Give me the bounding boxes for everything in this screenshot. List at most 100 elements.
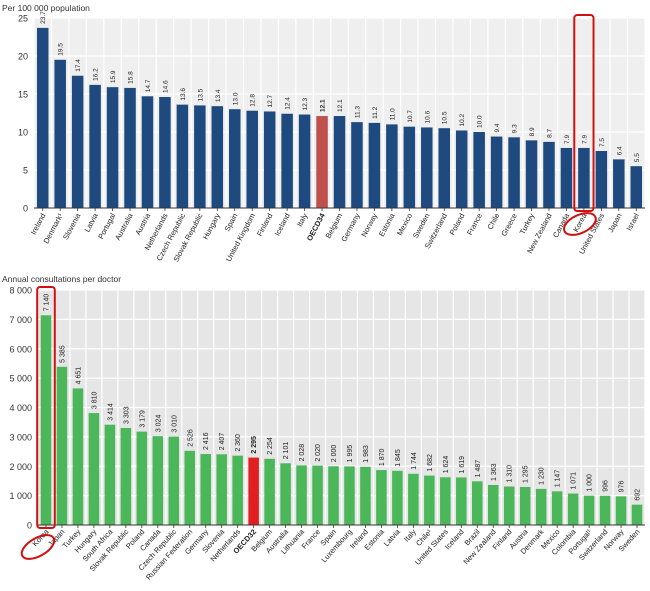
bottom-y-tick-label: 8 000 — [9, 286, 32, 296]
top-y-axis-label: Per 100 000 population — [2, 3, 90, 13]
bottom-bar — [376, 470, 387, 525]
top-bar — [438, 128, 451, 208]
top-bar — [630, 166, 643, 208]
top-bar — [578, 147, 590, 208]
bottom-bar — [72, 388, 84, 525]
bottom-value-label: 2 360 — [235, 434, 242, 452]
top-bar — [351, 122, 363, 208]
top-bar — [298, 114, 311, 208]
bottom-bar — [535, 488, 547, 525]
top-value-label: 14.7 — [145, 79, 152, 92]
top-category-label: Slovenia — [61, 211, 83, 241]
top-value-label: 8.7 — [546, 128, 553, 137]
top-category-label: Chile — [485, 212, 501, 231]
top-value-label: 12.7 — [267, 94, 274, 107]
top-bar — [124, 87, 136, 208]
bottom-value-label: 2 407 — [219, 433, 226, 451]
bottom-bar — [424, 475, 435, 525]
top-value-label: 5.5 — [634, 153, 641, 162]
bottom-value-label: 4 651 — [75, 367, 82, 385]
bottom-value-label: 2 526 — [187, 429, 194, 447]
top-value-label: 12.1 — [337, 99, 344, 112]
top-bar — [316, 116, 328, 208]
bottom-bar — [280, 463, 291, 525]
top-y-tick-label: 5 — [23, 166, 28, 176]
top-value-label: 12.1 — [320, 99, 327, 112]
top-value-label: 14.6 — [162, 80, 169, 93]
top-value-label: 12.4 — [285, 97, 292, 110]
bottom-bar — [360, 466, 371, 525]
top-bar — [490, 136, 503, 208]
bottom-y-tick-label: 0 — [27, 521, 32, 531]
bottom-bar — [56, 366, 68, 525]
bottom-bar — [104, 424, 116, 525]
bottom-value-label: 1 619 — [459, 456, 466, 474]
bottom-bar — [168, 436, 180, 525]
bottom-bar — [615, 496, 627, 525]
top-value-label: 7.9 — [564, 135, 571, 144]
top-value-label: 6.4 — [616, 146, 623, 155]
top-bar — [194, 105, 206, 208]
top-value-label: 9.3 — [512, 124, 519, 133]
bottom-value-label: 7 140 — [43, 294, 50, 312]
top-bar — [386, 124, 398, 208]
top-bar — [473, 132, 485, 208]
bottom-value-label: 2 028 — [299, 444, 306, 462]
top-y-tick-label: 10 — [18, 128, 28, 138]
bottom-bar — [599, 495, 611, 525]
top-value-label: 10.0 — [477, 115, 484, 128]
bottom-bar — [40, 315, 52, 525]
top-highlight-box — [573, 14, 595, 212]
top-category-label: Ireland — [29, 212, 48, 236]
top-bar — [281, 113, 293, 208]
bottom-value-label: 1 310 — [507, 465, 514, 483]
bottom-value-label: 3 024 — [155, 415, 162, 433]
top-category-label: Estonia — [377, 211, 397, 238]
top-bar — [246, 110, 258, 208]
top-bar — [211, 106, 224, 208]
bottom-value-label: 1 870 — [379, 448, 386, 466]
top-bar — [54, 59, 66, 208]
bottom-bar — [216, 454, 227, 525]
top-value-label: 15.8 — [128, 71, 135, 84]
bottom-bar — [567, 493, 579, 525]
top-value-label: 13.0 — [232, 92, 239, 105]
bottom-bar — [408, 473, 419, 525]
bottom-bar — [264, 458, 275, 525]
bottom-bar — [503, 486, 515, 525]
top-value-label: 13.5 — [197, 88, 204, 101]
bottom-bar — [152, 436, 164, 525]
bottom-label-circle — [20, 534, 56, 560]
bottom-y-tick-label: 4 000 — [9, 403, 32, 413]
top-category-label: Iceland — [273, 212, 292, 238]
top-bar — [141, 96, 154, 208]
top-y-tick-label: 0 — [23, 204, 28, 214]
top-bar — [525, 140, 538, 208]
bottom-bar — [344, 466, 355, 525]
bottom-y-axis-label: Annual consultations per doctor — [2, 274, 121, 284]
bottom-value-label: 3 810 — [91, 391, 98, 409]
bottom-y-tick-label: 2 000 — [9, 462, 32, 472]
top-bar — [89, 84, 101, 208]
top-bar — [159, 97, 171, 208]
bottom-value-label: 996 — [603, 480, 610, 492]
bottom-value-label: 2 416 — [203, 432, 210, 450]
top-bar — [228, 109, 241, 208]
top-value-label: 7.5 — [599, 138, 606, 147]
bottom-bar — [184, 450, 196, 525]
bottom-value-label: 1 682 — [427, 454, 434, 472]
bottom-bar — [519, 486, 531, 525]
top-y-tick-label: 20 — [18, 52, 28, 62]
bottom-bar — [551, 491, 563, 525]
bottom-bar — [456, 477, 467, 525]
bottom-value-label: 1 845 — [395, 449, 402, 467]
top-value-label: 9.4 — [494, 123, 501, 132]
top-category-label: Turkey — [518, 212, 537, 236]
bottom-value-label: 1 995 — [347, 445, 354, 463]
bottom-chart: 0 1 000 2 000 3 000 4 000 5 000 6 000 7 000 8 00… — [2, 274, 646, 582]
bottom-value-label: 1 230 — [539, 467, 546, 485]
bottom-bar — [312, 465, 323, 525]
top-bar — [403, 126, 416, 208]
